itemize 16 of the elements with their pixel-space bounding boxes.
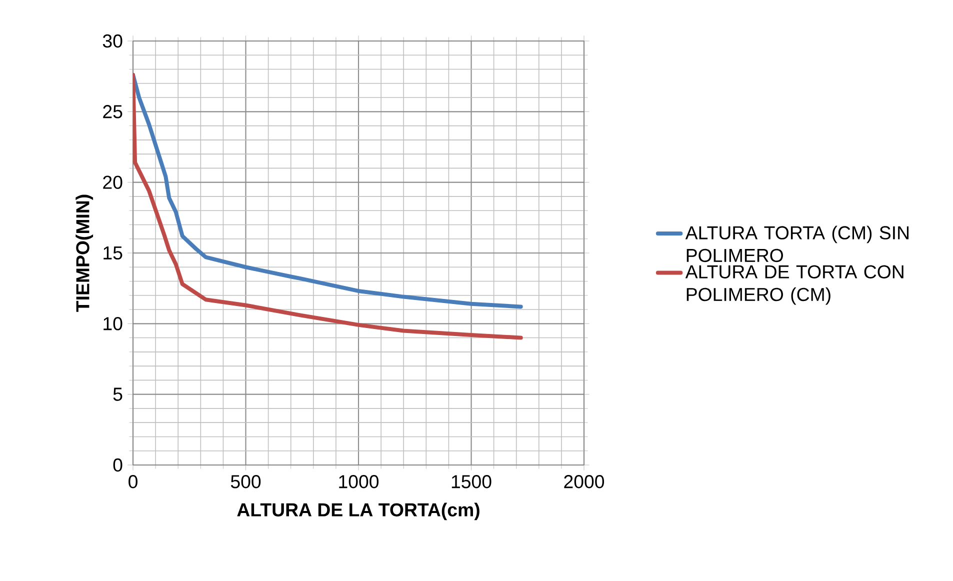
x-tick-label: 0	[128, 475, 138, 488]
x-tick-label: 500	[230, 475, 261, 488]
y-tick-label: 0	[113, 458, 122, 472]
legend-label: ALTURA TORTA (CM) SIN POLIMERO	[685, 226, 909, 262]
x-tick-label: 1000	[339, 475, 379, 488]
y-tick-label: 5	[113, 388, 122, 401]
x-axis-title: ALTURA DE LA TORTA(cm)	[237, 502, 480, 520]
x-tick-label: 1500	[452, 475, 492, 488]
y-tick-label: 15	[104, 246, 122, 260]
y-tick-label: 10	[104, 317, 122, 330]
legend-label: ALTURA DE TORTA CON POLIMERO (CM)	[685, 265, 904, 305]
x-tick-label: 2000	[564, 475, 604, 488]
y-tick-label: 25	[103, 105, 122, 118]
y-tick-label: 30	[102, 34, 122, 48]
y-tick-label: 20	[103, 176, 122, 189]
y-axis-title: TIEMPO(MIN)	[76, 194, 94, 312]
